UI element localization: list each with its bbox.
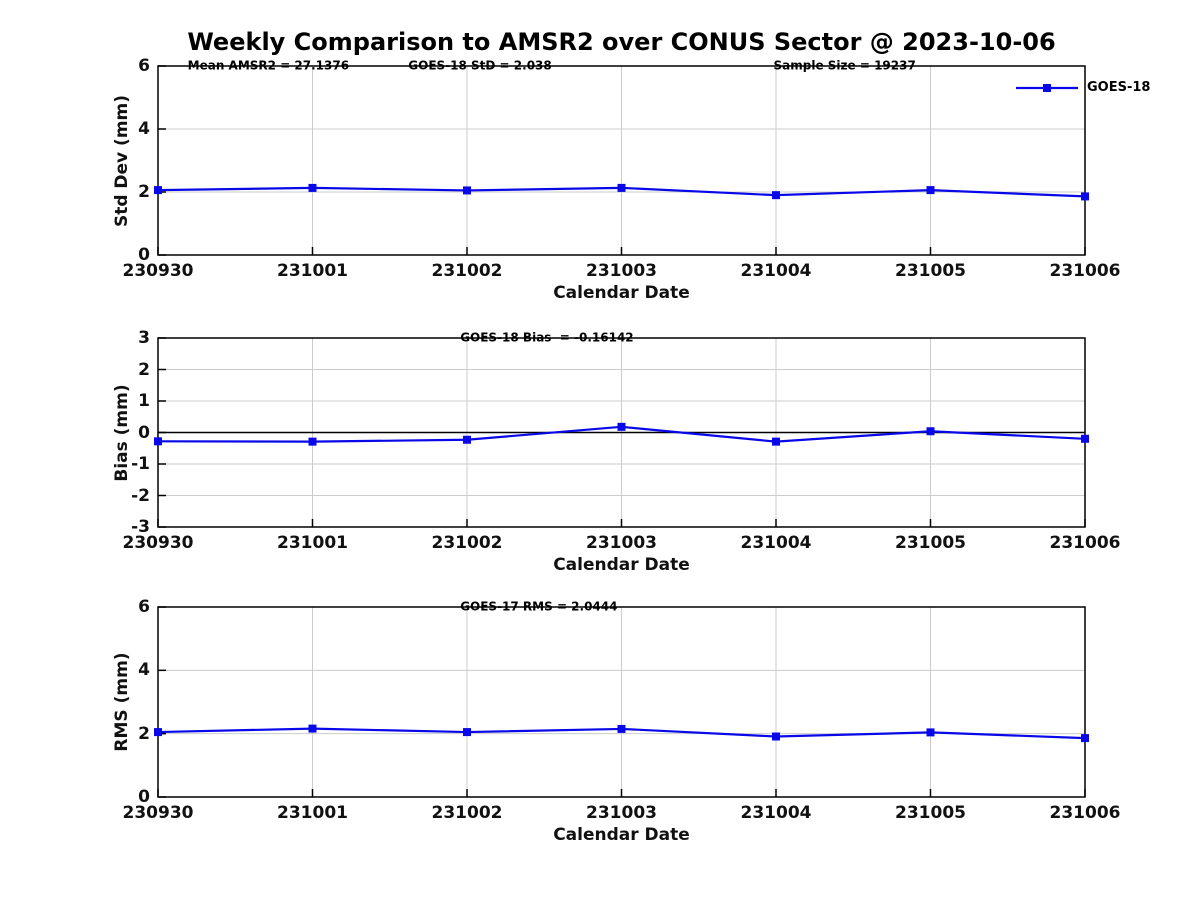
data-marker xyxy=(617,724,626,733)
x-tick-label: 231004 xyxy=(740,261,812,281)
data-line xyxy=(157,186,1086,198)
data-marker xyxy=(308,724,317,733)
data-marker xyxy=(926,728,935,737)
data-marker xyxy=(463,728,471,737)
axes-box xyxy=(157,606,1086,798)
y-tick-label: 0 xyxy=(138,422,150,443)
data-marker xyxy=(463,186,471,195)
y-tick-label: -1 xyxy=(131,454,150,474)
x-tick-label: 231002 xyxy=(431,261,503,281)
y-tick-label: 2 xyxy=(138,182,150,202)
y-tick-label: -2 xyxy=(131,485,150,506)
legend-marker xyxy=(1043,84,1051,92)
x-tick-label: 231004 xyxy=(740,533,812,553)
axes-box xyxy=(157,337,1086,528)
y-tick-label: 6 xyxy=(138,597,150,617)
x-tick-label: 230930 xyxy=(122,261,194,281)
data-marker xyxy=(308,437,317,446)
y-tick-label: 0 xyxy=(138,245,150,265)
axes-box xyxy=(157,65,1086,256)
x-tick-label: 231003 xyxy=(586,261,657,281)
data-marker xyxy=(772,191,780,200)
annotation: GOES-18 StD = 2.038 xyxy=(408,58,552,73)
data-marker xyxy=(926,427,935,436)
x-tick-label: 231003 xyxy=(586,533,657,553)
x-tick-label: 231003 xyxy=(586,803,657,823)
legend-key xyxy=(1016,84,1078,92)
y-tick-label: 0 xyxy=(138,787,150,807)
x-tick-label: 231001 xyxy=(277,533,348,553)
data-marker xyxy=(617,183,626,192)
y-tick-label: 2 xyxy=(138,723,150,744)
x-tick-label: 231004 xyxy=(740,803,812,823)
x-tick-label: 231005 xyxy=(895,261,966,281)
y-axis-label: Std Dev (mm) xyxy=(112,94,132,227)
plot-area-svg xyxy=(154,337,1089,528)
figure-title: Weekly Comparison to AMSR2 over CONUS Se… xyxy=(187,28,1056,56)
x-axis-label: Calendar Date xyxy=(553,283,690,303)
y-axis-label: RMS (mm) xyxy=(112,652,132,752)
data-marker xyxy=(772,732,780,741)
y-tick-label: 1 xyxy=(138,391,150,411)
y-tick-label: 2 xyxy=(138,359,150,380)
x-tick-label: 231001 xyxy=(277,803,348,823)
x-tick-label: 231006 xyxy=(1049,803,1121,823)
data-marker xyxy=(1081,192,1089,201)
x-axis-label: Calendar Date xyxy=(553,825,690,845)
y-tick-label: 6 xyxy=(138,56,150,76)
x-tick-label: 231006 xyxy=(1049,533,1121,553)
y-tick-label: 3 xyxy=(138,328,150,348)
data-marker xyxy=(1081,434,1089,443)
x-axis-label: Calendar Date xyxy=(553,555,690,575)
x-tick-label: 231001 xyxy=(277,261,348,281)
data-line xyxy=(157,727,1086,740)
data-line xyxy=(157,425,1086,443)
y-axis-label: Bias (mm) xyxy=(112,383,132,482)
data-marker xyxy=(463,435,471,444)
data-marker xyxy=(154,186,162,195)
x-tick-label: 230930 xyxy=(122,803,194,823)
annotation: GOES-18 Bias = -0.16142 xyxy=(460,330,634,345)
y-tick-label: -3 xyxy=(131,517,150,537)
x-tick-label: 231005 xyxy=(895,533,966,553)
x-tick-label: 231002 xyxy=(431,533,503,553)
data-marker xyxy=(154,437,162,446)
plot-area-svg xyxy=(154,65,1089,256)
data-marker xyxy=(154,728,162,737)
x-tick-label: 231006 xyxy=(1049,261,1121,281)
data-marker xyxy=(926,186,935,195)
x-tick-label: 231002 xyxy=(431,803,503,823)
legend-label: GOES-18 xyxy=(1087,80,1151,95)
plot-area-svg xyxy=(154,606,1089,798)
annotation: GOES-17 RMS = 2.0444 xyxy=(460,599,618,614)
y-tick-label: 4 xyxy=(138,660,150,681)
y-tick-label: 4 xyxy=(138,119,150,139)
annotation: Mean AMSR2 = 27.1376 xyxy=(187,58,350,73)
x-tick-label: 231005 xyxy=(895,803,966,823)
data-marker xyxy=(772,437,780,446)
data-marker xyxy=(617,422,626,431)
x-tick-label: 230930 xyxy=(122,533,194,553)
data-marker xyxy=(308,183,317,192)
data-marker xyxy=(1081,734,1089,743)
annotation: Sample Size = 19237 xyxy=(773,58,916,73)
